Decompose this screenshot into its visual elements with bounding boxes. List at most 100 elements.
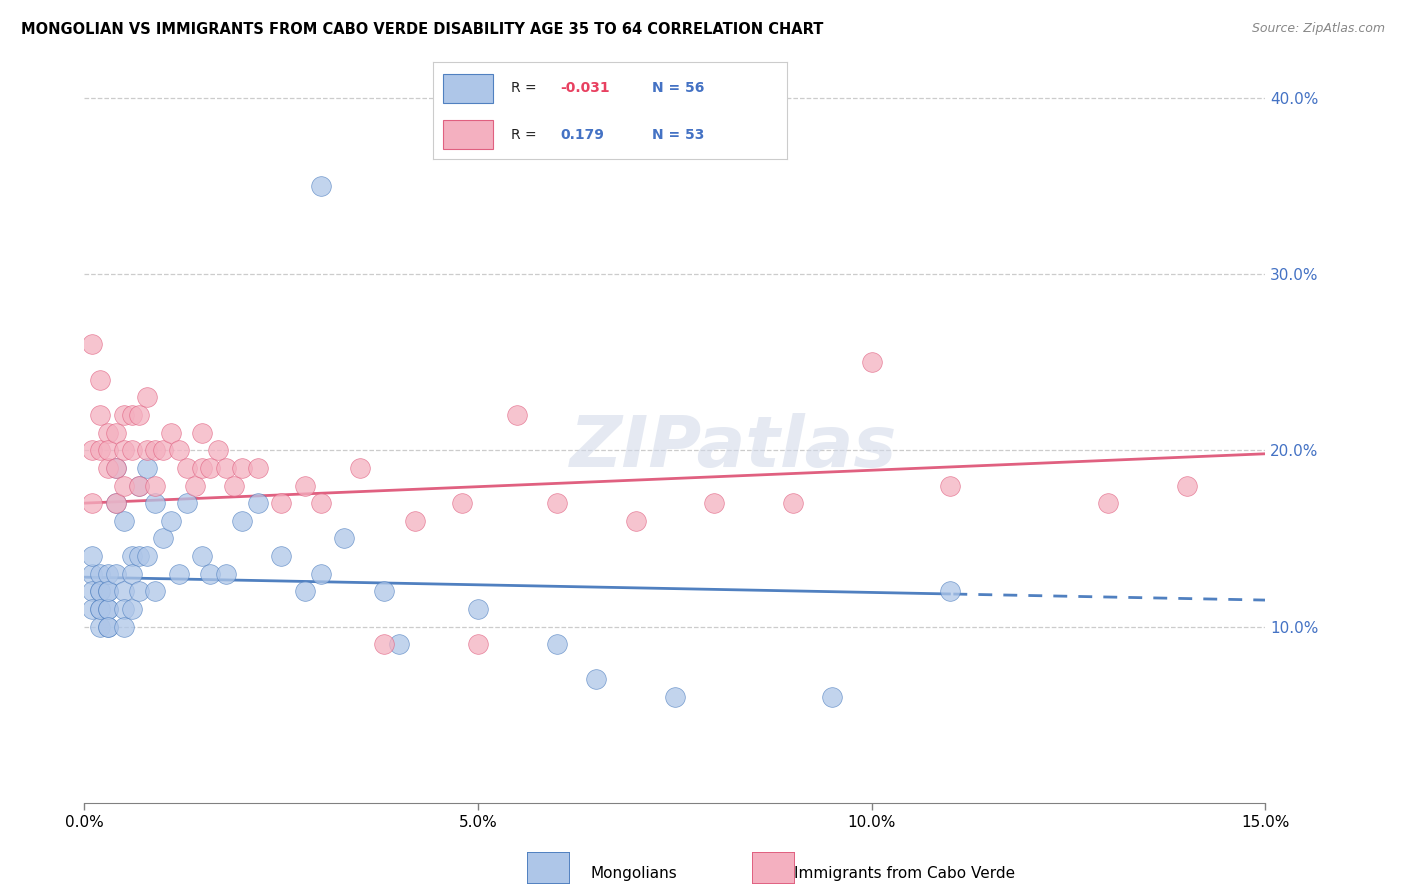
Point [128,478,150,492]
Point [152,443,174,458]
Point [128,408,150,422]
Point [270,496,292,510]
Point [112,619,135,633]
Point [97,443,120,458]
Point [97,584,120,599]
Point [89,373,111,387]
Point [89,602,111,616]
Text: ZIPatlas: ZIPatlas [571,413,897,482]
Text: N = 53: N = 53 [652,128,704,142]
Point [82,496,104,510]
Point [143,478,166,492]
Point [373,637,395,651]
Point [294,478,316,492]
Point [89,602,111,616]
Point [585,673,607,687]
Point [246,496,269,510]
Point [200,566,222,581]
Point [200,461,222,475]
Point [183,478,205,492]
Point [89,566,111,581]
Point [349,461,371,475]
Point [294,584,316,599]
Point [121,566,143,581]
Point [939,584,962,599]
Point [191,425,214,440]
Point [309,496,332,510]
Point [128,478,150,492]
Point [97,425,120,440]
Point [373,584,395,599]
Point [246,461,269,475]
Point [143,584,166,599]
Point [270,549,292,563]
Point [128,549,150,563]
Text: Immigrants from Cabo Verde: Immigrants from Cabo Verde [794,866,1015,881]
Point [82,443,104,458]
Point [112,514,135,528]
Point [104,566,127,581]
Point [97,602,120,616]
Point [97,461,120,475]
Point [97,602,120,616]
Point [112,443,135,458]
Point [136,549,159,563]
Point [136,390,159,404]
Point [82,566,104,581]
FancyBboxPatch shape [443,74,494,103]
Point [860,355,883,369]
Point [82,337,104,351]
Point [939,478,962,492]
Point [112,584,135,599]
Point [404,514,426,528]
Point [82,549,104,563]
Point [664,690,686,704]
Point [782,496,804,510]
Text: -0.031: -0.031 [561,81,610,95]
Point [97,619,120,633]
Point [215,461,238,475]
Point [1097,496,1119,510]
Point [546,496,568,510]
Point [104,461,127,475]
Text: N = 56: N = 56 [652,81,704,95]
Point [97,566,120,581]
Text: Source: ZipAtlas.com: Source: ZipAtlas.com [1251,22,1385,36]
Point [97,584,120,599]
Point [160,514,183,528]
Point [167,443,190,458]
Point [121,602,143,616]
Point [97,619,120,633]
Point [121,443,143,458]
Point [82,584,104,599]
Point [160,425,183,440]
Point [128,584,150,599]
Point [136,461,159,475]
Text: 0.179: 0.179 [561,128,605,142]
Point [104,425,127,440]
Point [112,478,135,492]
Point [222,478,245,492]
Point [143,496,166,510]
Point [451,496,474,510]
Text: Mongolians: Mongolians [591,866,678,881]
FancyBboxPatch shape [443,120,494,149]
Point [89,584,111,599]
Point [176,496,198,510]
Point [207,443,229,458]
Point [191,461,214,475]
Point [121,549,143,563]
Point [546,637,568,651]
Point [506,408,529,422]
Point [104,461,127,475]
Text: R =: R = [510,128,541,142]
Point [703,496,725,510]
Point [309,566,332,581]
Point [152,532,174,546]
Point [467,637,489,651]
Point [309,178,332,193]
Point [333,532,356,546]
Point [89,408,111,422]
Point [467,602,489,616]
Point [821,690,844,704]
